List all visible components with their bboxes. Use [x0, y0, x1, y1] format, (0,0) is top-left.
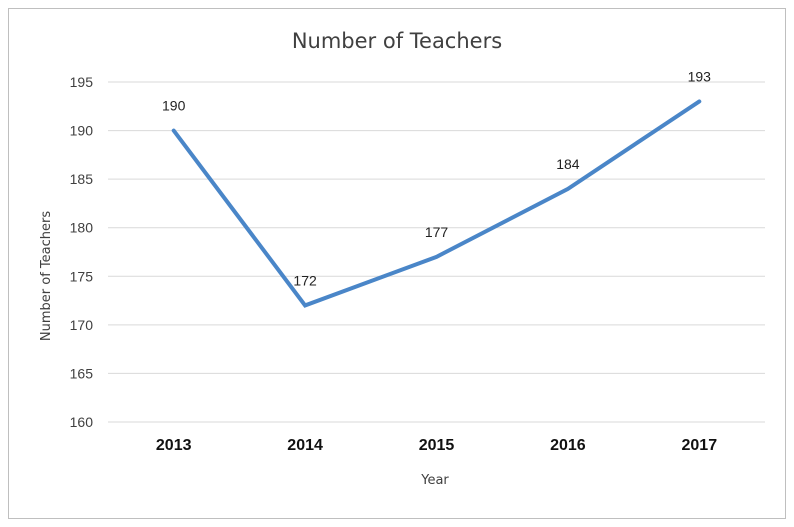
y-tick-label: 195 [70, 74, 94, 90]
y-tick-label: 180 [70, 220, 94, 236]
y-tick-label: 170 [70, 317, 94, 333]
data-point [435, 255, 438, 259]
y-tick-label: 185 [70, 171, 94, 187]
y-tick-label: 190 [70, 123, 94, 139]
chart-frame [8, 8, 786, 519]
data-point [566, 187, 570, 191]
data-point [172, 129, 176, 133]
data-label: 190 [162, 98, 186, 114]
x-tick-label: 2013 [156, 437, 192, 454]
x-tick-label: 2015 [419, 437, 455, 454]
data-point [303, 303, 307, 307]
y-tick-label: 165 [70, 365, 94, 381]
x-tick-label: 2016 [550, 437, 586, 454]
data-label: 193 [688, 68, 712, 84]
x-axis-ticks: 2013 2014 2015 2016 2017 [156, 437, 717, 454]
series-line [171, 99, 702, 308]
series-layer [171, 99, 702, 308]
y-tick-label: 160 [70, 414, 94, 430]
data-point [697, 99, 701, 103]
y-axis-label: Number of Teachers [39, 211, 54, 341]
x-tick-label: 2014 [287, 437, 323, 454]
x-axis-label: Year [420, 473, 449, 488]
x-tick-label: 2017 [682, 437, 718, 454]
data-labels: 190 172 177 184 193 [162, 68, 711, 288]
y-axis-ticks: 160 165 170 175 180 185 190 195 [70, 74, 94, 430]
data-label: 184 [556, 156, 580, 172]
chart-title: Number of Teachers [292, 29, 502, 53]
data-label: 172 [293, 272, 317, 288]
y-tick-label: 175 [70, 268, 94, 284]
data-label: 177 [425, 224, 449, 240]
gridlines [108, 81, 765, 423]
